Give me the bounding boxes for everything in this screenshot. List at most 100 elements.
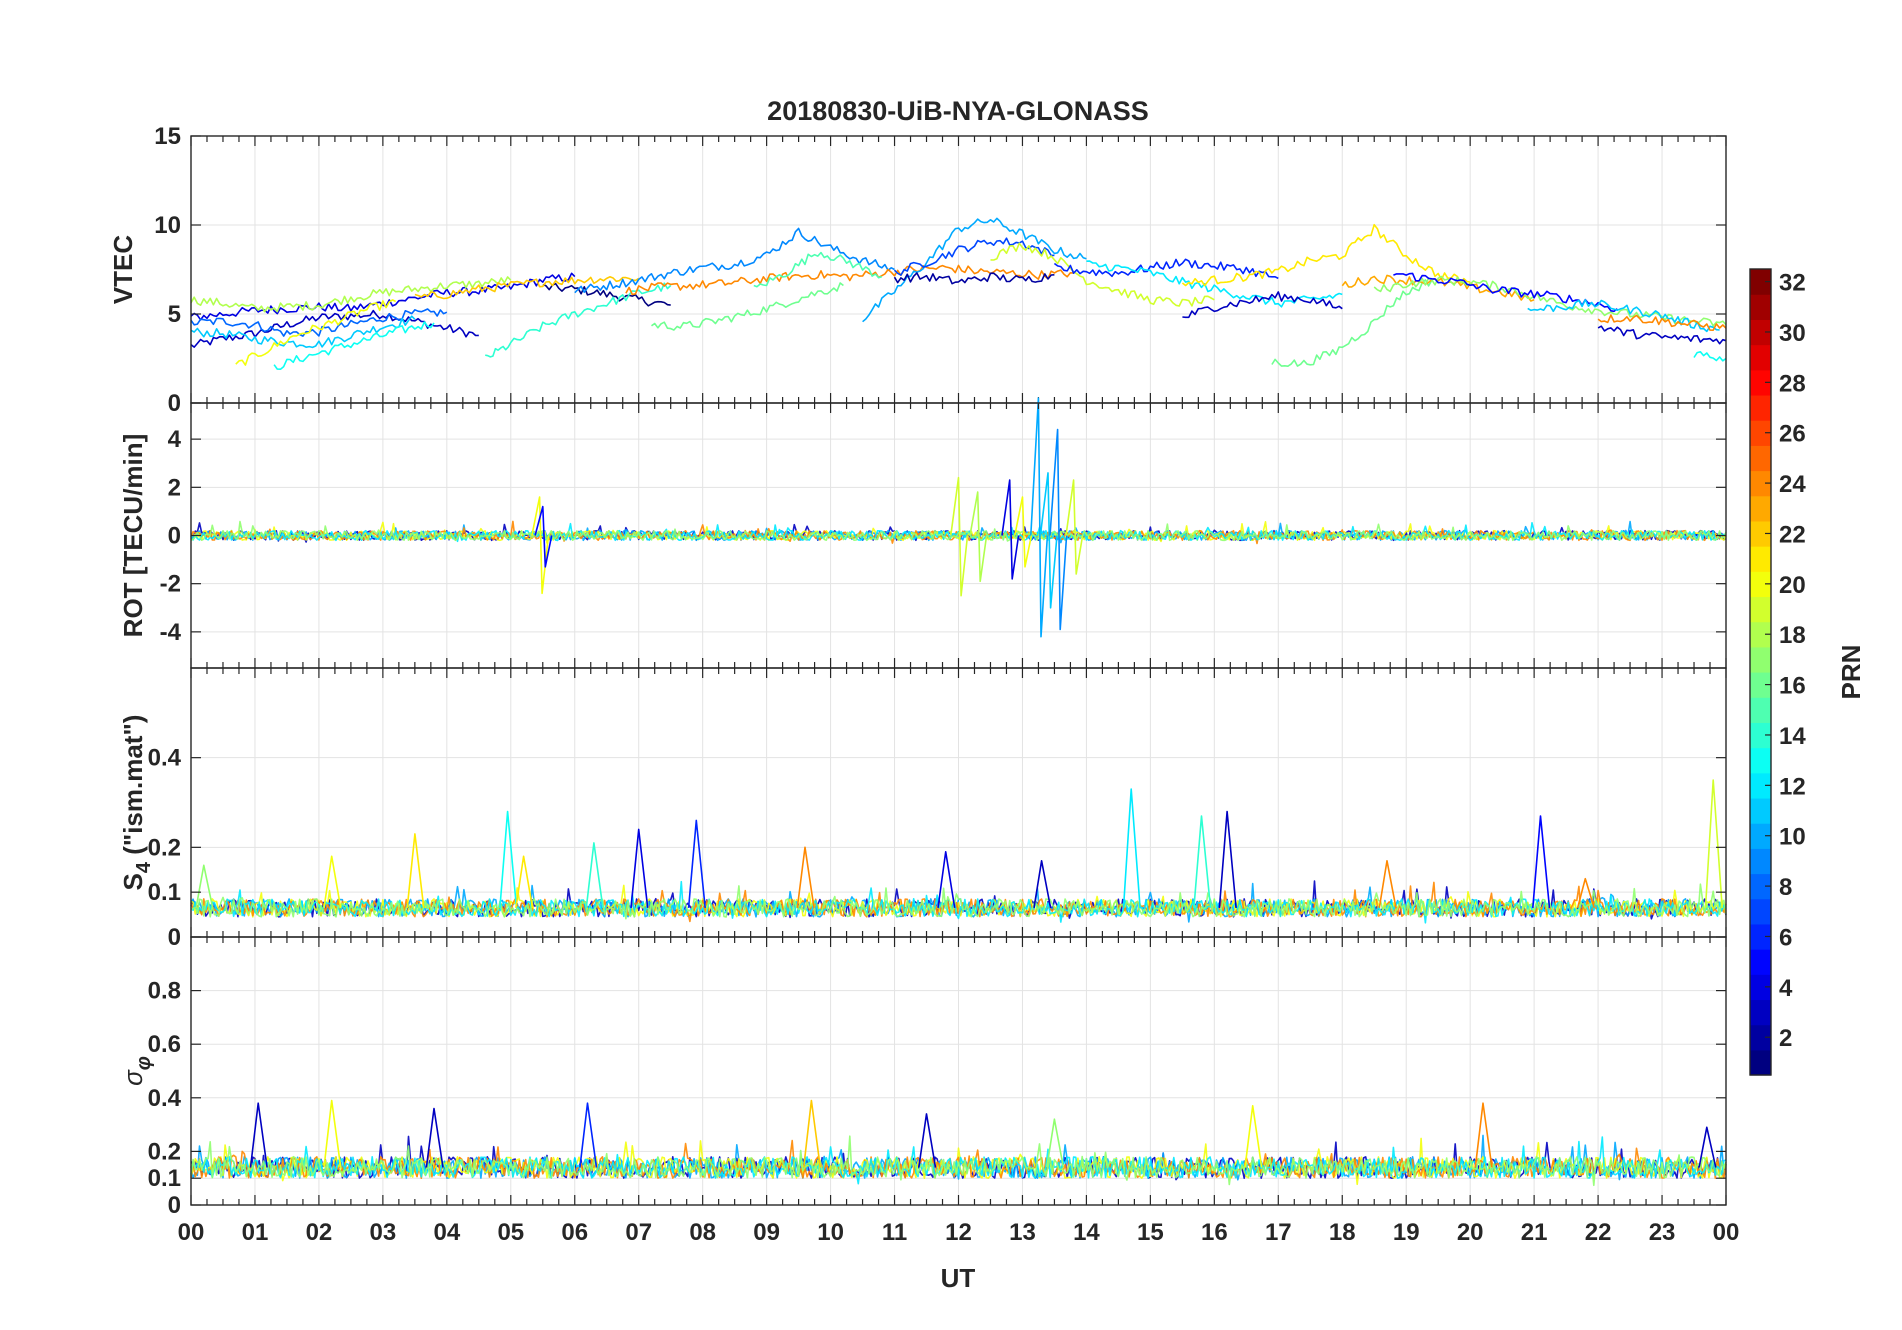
colorbar-tick-label: 10	[1779, 824, 1806, 851]
colorbar-segment	[1750, 722, 1771, 749]
rot-spike-prn-11	[1039, 472, 1058, 609]
y-tick-label: 0.2	[148, 834, 181, 861]
rot-noise-prn-12	[190, 521, 1727, 543]
rot-spike-prn-19	[1065, 479, 1084, 575]
x-tick-label: 15	[1137, 1219, 1164, 1246]
colorbar-segment	[1750, 772, 1771, 799]
colorbar-tick-label: 20	[1779, 572, 1806, 599]
vtec-series-prn-10	[862, 217, 1087, 323]
sigma-noise-prn-20	[190, 1137, 1727, 1186]
sigma-spike-prn-3	[425, 1107, 444, 1168]
colorbar-segment	[1750, 797, 1771, 824]
colorbar-segment	[1750, 621, 1771, 648]
sigma-spike-prn-6	[579, 1102, 598, 1168]
vtec-series-prn-24	[625, 264, 1074, 296]
vtec-series-prn-16	[651, 282, 844, 331]
x-tick-label: 05	[497, 1219, 524, 1246]
colorbar-tick-label: 32	[1779, 270, 1806, 297]
s4-noise-prn-12	[190, 880, 1727, 924]
panel-sigma-series	[190, 1099, 1727, 1187]
colorbar-tick-label: 16	[1779, 673, 1806, 700]
vtec-series-prn-2	[893, 272, 1055, 285]
x-axis-label: UT	[941, 1263, 976, 1293]
colorbar-segment	[1750, 747, 1771, 774]
vtec-series-prn-14	[485, 282, 672, 358]
vtec-series-prn-3	[190, 309, 479, 348]
y-tick-label: 10	[154, 212, 181, 239]
vtec-series-prn-13	[273, 321, 435, 371]
colorbar-segment	[1750, 445, 1771, 472]
panel-sigma: 00.10.2 0.4 0.6 0.8 σφ	[118, 936, 1727, 1219]
y-axis-label-s4: S4 ("ism.mat")	[118, 715, 155, 891]
s4-spike-prn-6	[687, 819, 706, 908]
colorbar-segment	[1750, 420, 1771, 446]
colorbar-tick-label: 24	[1779, 471, 1806, 498]
colorbar-tick-label: 2	[1779, 1025, 1792, 1052]
colorbar-segment	[1750, 697, 1771, 723]
vtec-series-prn-22	[414, 275, 640, 300]
s4-noise-prn-17	[190, 883, 1727, 920]
colorbar-segment	[1750, 1049, 1771, 1076]
y-tick-label: 0.4	[148, 1085, 182, 1112]
x-tick-label: 13	[1009, 1219, 1036, 1246]
sigma-spike-prn-17	[1046, 1118, 1065, 1168]
y-tick-label: 0.8	[148, 978, 181, 1005]
vtec-series-prn-16	[1271, 279, 1433, 368]
colorbar-segment	[1750, 999, 1771, 1026]
y-tick-label: 2	[168, 474, 181, 501]
y-tick-label: 0.1	[148, 1165, 181, 1192]
colorbar-tick-label: 30	[1779, 320, 1806, 347]
panel-rot-series	[190, 397, 1727, 638]
sigma-spike-prn-24	[1474, 1102, 1493, 1168]
s4-spike-prn-24	[1378, 859, 1397, 909]
x-tick-label: 12	[945, 1219, 972, 1246]
colorbar-segment	[1750, 848, 1771, 875]
y-tick-label: 0.1	[148, 879, 181, 906]
y-tick-label: 5	[168, 301, 181, 328]
vtec-series-prn-3	[1182, 291, 1343, 319]
x-tick-label: 18	[1329, 1219, 1356, 1246]
colorbar-segment	[1750, 898, 1771, 925]
y-tick-label: 0.4	[148, 745, 182, 772]
x-tick-label: 11	[882, 1219, 907, 1246]
rot-spike-prn-20	[1014, 496, 1033, 568]
rot-spike-prn-5	[534, 505, 553, 568]
x-tick-label: 17	[1265, 1219, 1292, 1246]
colorbar-tick-label: 6	[1779, 924, 1792, 951]
x-tick-label: 22	[1585, 1219, 1612, 1246]
sigma-noise-prn-10	[190, 1134, 1727, 1181]
x-tick-label: 19	[1393, 1219, 1420, 1246]
panel-s4-series	[190, 779, 1727, 924]
vtec-series-prn-6	[1053, 258, 1279, 280]
y-tick-label: 0.2	[148, 1138, 181, 1165]
y-tick-label: 15	[154, 123, 181, 150]
rot-spike-prn-20	[531, 496, 550, 595]
x-tick-label: 09	[753, 1219, 780, 1246]
vtec-series-prn-11	[190, 315, 416, 349]
rot-spike-prn-18	[969, 491, 988, 583]
x-tick-label: 06	[561, 1219, 588, 1246]
x-tick-label: 20	[1457, 1219, 1484, 1246]
s4-spike-prn-13	[499, 810, 518, 908]
x-tick-label: 08	[689, 1219, 716, 1246]
s4-spike-prn-4	[630, 828, 649, 908]
vtec-series-prn-21	[1181, 223, 1471, 287]
s4-spike-prn-5	[1532, 815, 1551, 908]
colorbar-tick-label: 8	[1779, 874, 1792, 901]
panel-vtec: 0 5 10 15 VTEC	[108, 123, 1727, 417]
x-tick-label: 14	[1073, 1219, 1100, 1246]
colorbar-segment	[1750, 269, 1771, 295]
vtec-series-prn-9	[574, 227, 895, 294]
colorbar-segment	[1750, 1024, 1771, 1051]
vtec-series-prn-4	[190, 272, 576, 321]
colorbar-segment	[1750, 344, 1771, 371]
x-tick-label: 07	[625, 1219, 652, 1246]
s4-spike-prn-24	[796, 846, 815, 909]
vtec-series-prn-1	[542, 282, 671, 307]
colorbar-tick-label: 22	[1779, 521, 1806, 548]
panel-vtec-series	[190, 217, 1727, 371]
colorbar-frame	[1749, 268, 1772, 1076]
x-tick-label: 21	[1521, 1219, 1548, 1246]
s4-spike-prn-24	[1576, 877, 1595, 909]
x-tick-label: 00	[1713, 1219, 1740, 1246]
